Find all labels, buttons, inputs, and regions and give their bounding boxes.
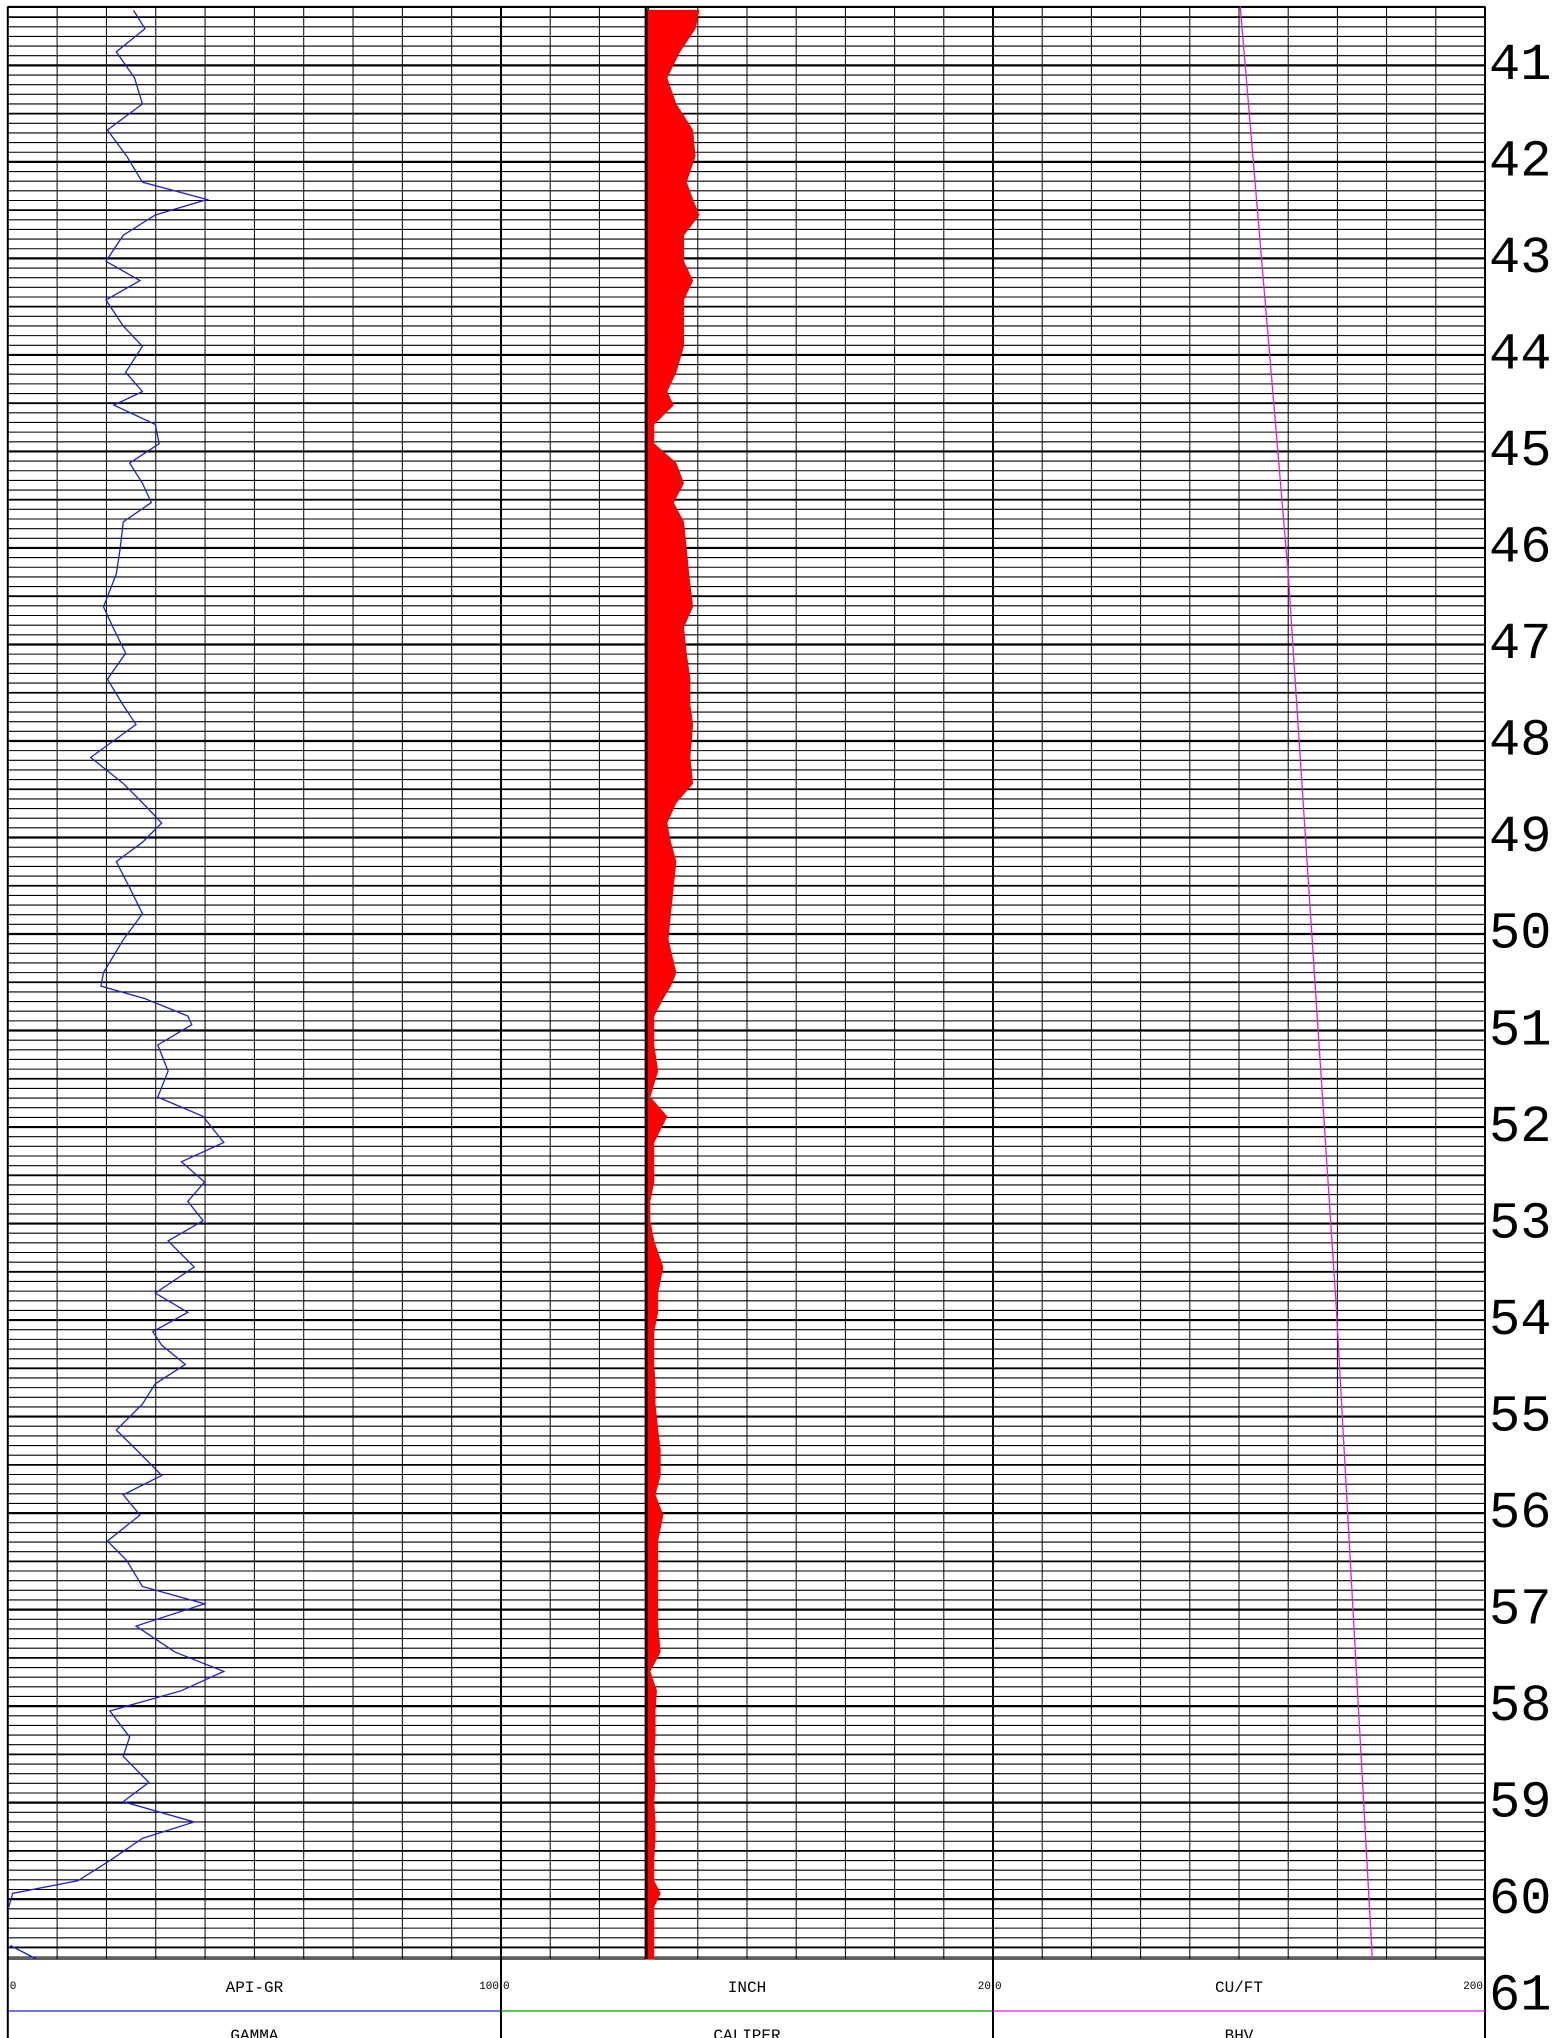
depth-label: 52 bbox=[1489, 1098, 1551, 1157]
depth-label: 57 bbox=[1489, 1580, 1551, 1639]
depth-label: 58 bbox=[1489, 1677, 1551, 1736]
depth-label: 56 bbox=[1489, 1484, 1551, 1543]
depth-label: 59 bbox=[1489, 1773, 1551, 1832]
depth-label: 53 bbox=[1489, 1194, 1551, 1253]
depth-label: 55 bbox=[1489, 1387, 1551, 1446]
x-axis-label: API-GR bbox=[226, 1979, 284, 1997]
legend-label: GAMMA bbox=[230, 2027, 278, 2038]
depth-label: 45 bbox=[1489, 422, 1551, 481]
depth-label: 48 bbox=[1489, 712, 1551, 771]
caliper-fill bbox=[645, 9, 700, 1960]
legend-label: BHV bbox=[1225, 2027, 1254, 2038]
x-tick-label: 20 bbox=[978, 1981, 991, 1993]
depth-label: 43 bbox=[1489, 229, 1551, 288]
depth-label: 46 bbox=[1489, 519, 1551, 578]
x-tick-label: 0 bbox=[995, 1981, 1002, 1993]
curve bbox=[1239, 6, 1373, 1960]
depth-label: 60 bbox=[1489, 1870, 1551, 1929]
x-axis-label: CU/FT bbox=[1215, 1979, 1263, 1997]
depth-label: 49 bbox=[1489, 808, 1551, 867]
depth-label: 50 bbox=[1489, 905, 1551, 964]
x-tick-label: 0 bbox=[10, 1981, 17, 1993]
curve bbox=[8, 10, 226, 1960]
x-tick-label: 0 bbox=[503, 1981, 510, 1993]
depth-label: 61 bbox=[1489, 1966, 1551, 2025]
x-tick-label: 100 bbox=[479, 1981, 499, 1993]
x-tick-label: 200 bbox=[1463, 1981, 1483, 1993]
depth-label: 44 bbox=[1489, 326, 1551, 385]
legend-label: CALIPER bbox=[713, 2027, 781, 2038]
depth-label: 54 bbox=[1489, 1291, 1551, 1350]
depth-label: 42 bbox=[1489, 133, 1551, 192]
depth-label: 51 bbox=[1489, 1001, 1551, 1060]
x-axis-label: INCH bbox=[728, 1979, 766, 1997]
depth-label: 47 bbox=[1489, 615, 1551, 674]
depth-label: 41 bbox=[1489, 36, 1551, 95]
